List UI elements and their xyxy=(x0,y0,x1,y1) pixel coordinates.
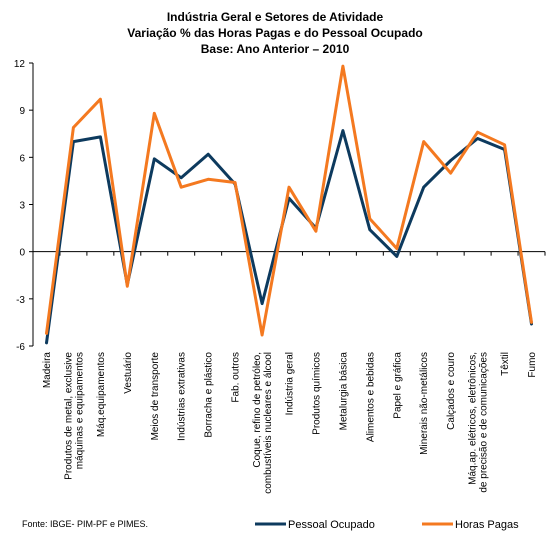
legend-label-horas-pagas: Horas Pagas xyxy=(455,519,519,531)
x-category-label: Vestuário xyxy=(123,352,134,394)
data-point-horas-pagas xyxy=(99,97,102,101)
data-point-horas-pagas xyxy=(368,217,372,220)
x-category-label: Minerais não-metálicos xyxy=(419,352,430,455)
chart-title-line-1: Indústria Geral e Setores de Atividade xyxy=(167,10,384,24)
x-category-label: Coque, refino de petróleo, xyxy=(252,352,263,468)
x-category-label: Borracha e plástico xyxy=(204,352,215,438)
y-tick-label: -3 xyxy=(16,295,25,306)
data-point-horas-pagas xyxy=(449,171,452,175)
data-point-horas-pagas xyxy=(45,332,48,335)
data-point-horas-pagas xyxy=(126,285,129,288)
y-tick-label: 12 xyxy=(14,59,26,70)
data-point-pessoal-ocupado xyxy=(206,152,210,156)
x-category-label: de precisão e de comunicações xyxy=(479,352,490,493)
data-point-pessoal-ocupado xyxy=(422,186,425,189)
data-point-horas-pagas xyxy=(503,143,506,146)
data-point-pessoal-ocupado xyxy=(341,129,345,132)
series-layer xyxy=(45,64,533,345)
x-category-label: Indústria geral xyxy=(285,352,296,415)
x-category-label: Produtos químicos xyxy=(311,352,322,435)
data-point-pessoal-ocupado xyxy=(180,176,183,179)
legend-label-pessoal-ocupado: Pessoal Ocupado xyxy=(288,519,375,531)
x-category-label: Calçados e couro xyxy=(446,352,457,430)
chart-title: Indústria Geral e Setores de Atividade V… xyxy=(127,10,422,56)
y-tick-label: 0 xyxy=(19,248,25,259)
data-point-pessoal-ocupado xyxy=(99,135,102,139)
data-point-horas-pagas xyxy=(314,230,318,233)
data-point-horas-pagas xyxy=(476,130,479,134)
x-category-label: máquinas e equipamentos xyxy=(74,352,85,469)
data-point-horas-pagas xyxy=(153,112,156,115)
x-category-label: Papel e gráfica xyxy=(392,352,403,419)
x-category-label: Metalurgia básica xyxy=(338,352,349,431)
chart-title-line-2: Variação % das Horas Pagas e do Pessoal … xyxy=(127,26,422,40)
data-point-horas-pagas xyxy=(233,181,237,184)
data-point-horas-pagas xyxy=(422,140,425,143)
x-category-label: Madeira xyxy=(42,352,53,389)
data-point-pessoal-ocupado xyxy=(449,159,452,162)
y-tick-label: 9 xyxy=(19,106,25,117)
x-category-label: Fumo xyxy=(527,352,538,378)
data-point-horas-pagas xyxy=(206,178,210,181)
y-axis: -6 -3 0 3 6 9 12 xyxy=(14,59,34,353)
y-tick-label: -6 xyxy=(16,342,25,353)
chart-title-line-3: Base: Ano Anterior – 2010 xyxy=(201,42,350,56)
x-category-label: Produtos de metal, exclusive xyxy=(63,352,74,480)
data-point-pessoal-ocupado xyxy=(476,137,479,140)
legend: Pessoal Ocupado Horas Pagas xyxy=(255,519,519,531)
data-point-pessoal-ocupado xyxy=(260,302,264,305)
x-axis: Madeira Produtos de metal, exclusive máqui… xyxy=(32,251,546,494)
x-category-label: Fab. outros xyxy=(231,352,242,403)
data-point-pessoal-ocupado xyxy=(368,228,372,231)
x-category-label: Alimentos e bebidas xyxy=(365,352,376,442)
data-point-horas-pagas xyxy=(287,186,291,189)
data-point-horas-pagas xyxy=(530,321,533,324)
data-point-horas-pagas xyxy=(72,126,75,129)
x-category-label: Máq.ap. elétricos, eletrônicos, xyxy=(468,352,479,485)
data-point-pessoal-ocupado xyxy=(395,255,398,258)
x-category-label: Têxtil xyxy=(500,352,511,376)
y-tick-label: 3 xyxy=(19,201,25,212)
data-point-pessoal-ocupado xyxy=(153,157,156,161)
y-tick-label: 6 xyxy=(19,153,25,164)
x-category-label: Indústrias extrativas xyxy=(177,352,188,441)
data-point-pessoal-ocupado xyxy=(45,341,48,345)
x-category-label: Meios de transporte xyxy=(150,352,161,441)
data-point-horas-pagas xyxy=(341,64,345,68)
data-point-horas-pagas xyxy=(395,247,398,250)
source-note: Fonte: IBGE- PIM-PF e PIMES. xyxy=(22,519,148,529)
data-point-horas-pagas xyxy=(180,186,183,189)
x-category-label: Máq.equipamentos xyxy=(96,352,107,437)
x-category-label: combustíveis nucleares e álcool xyxy=(263,352,274,494)
data-point-horas-pagas xyxy=(260,333,264,337)
